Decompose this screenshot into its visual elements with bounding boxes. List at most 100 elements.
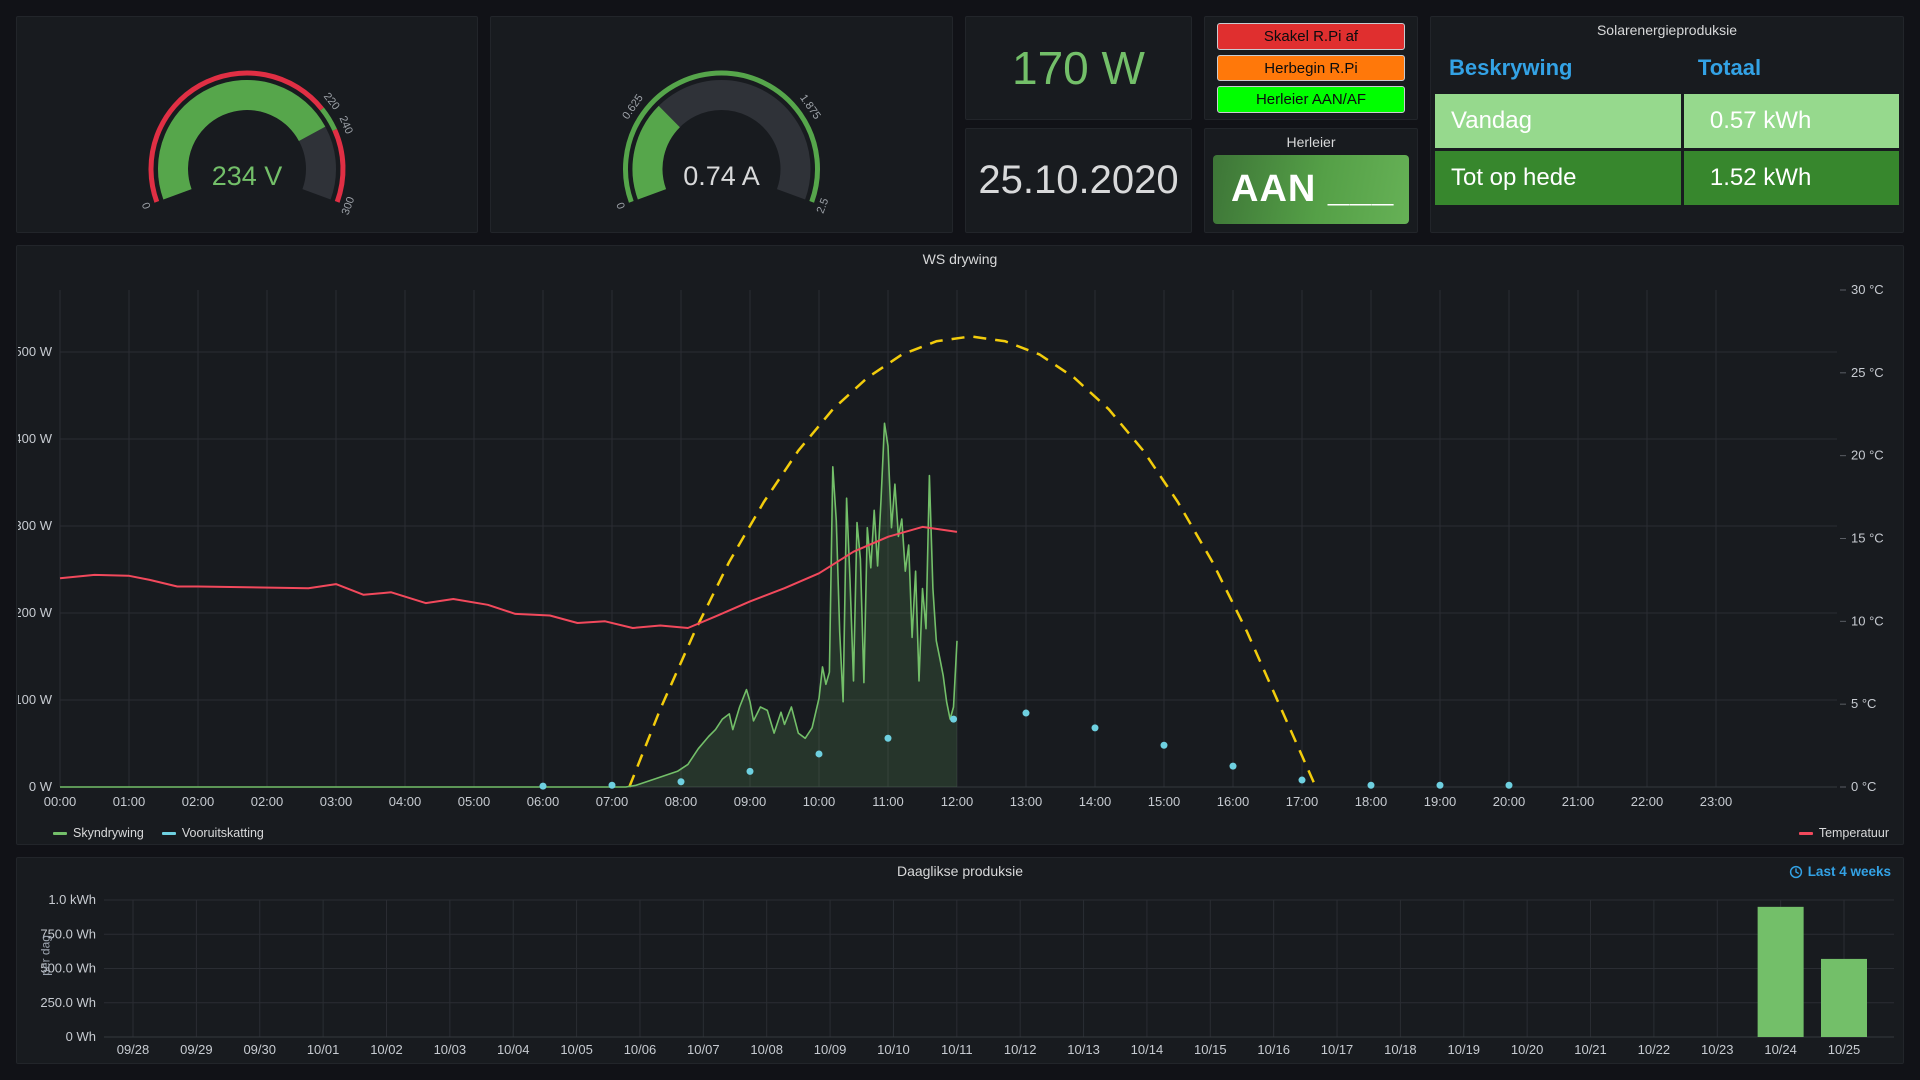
- svg-text:0.74 A: 0.74 A: [683, 161, 760, 191]
- rpi-button-2[interactable]: Herleier AAN/AF: [1217, 86, 1405, 114]
- series-vooruitskatting-point: [1367, 781, 1375, 789]
- series-skyndrywing-fill: [60, 423, 957, 787]
- svg-text:12:00: 12:00: [941, 794, 974, 809]
- svg-text:10/22: 10/22: [1638, 1042, 1671, 1057]
- svg-text:23:00: 23:00: [1700, 794, 1733, 809]
- svg-text:1.0 kWh: 1.0 kWh: [48, 892, 96, 907]
- svg-text:10/25: 10/25: [1828, 1042, 1861, 1057]
- svg-text:10/24: 10/24: [1764, 1042, 1797, 1057]
- svg-text:09/29: 09/29: [180, 1042, 213, 1057]
- series-temperatuur: [59, 525, 958, 629]
- svg-text:100 W: 100 W: [18, 692, 53, 707]
- svg-text:10/04: 10/04: [497, 1042, 530, 1057]
- svg-text:30 °C: 30 °C: [1851, 282, 1884, 297]
- ws-chart-title: WS drywing: [922, 251, 998, 267]
- svg-text:05:00: 05:00: [458, 794, 491, 809]
- svg-text:0: 0: [139, 201, 152, 211]
- voltage-gauge-panel: 0 220 240 300 234 V: [16, 16, 478, 233]
- svg-text:14:00: 14:00: [1079, 794, 1112, 809]
- legend-dash-vooruitskatting: [161, 831, 176, 835]
- svg-text:06:00: 06:00: [527, 794, 560, 809]
- svg-text:200 W: 200 W: [18, 605, 53, 620]
- svg-text:10/09: 10/09: [814, 1042, 847, 1057]
- herleier-panel-title: Herleier: [1286, 134, 1336, 150]
- svg-text:10 °C: 10 °C: [1851, 613, 1884, 628]
- svg-text:10/17: 10/17: [1321, 1042, 1354, 1057]
- herleier-status-value: AAN ___: [1231, 168, 1395, 210]
- svg-text:07:00: 07:00: [596, 794, 629, 809]
- legend-item-temperatuur[interactable]: Temperatuur: [1798, 826, 1889, 840]
- svg-text:10/08: 10/08: [750, 1042, 783, 1057]
- series-vooruitskatting-point: [1436, 781, 1444, 789]
- series-vooruitskatting-point: [746, 767, 754, 775]
- rpi-button-0[interactable]: Skakel R.Pi af: [1217, 23, 1405, 50]
- svg-text:10/16: 10/16: [1257, 1042, 1290, 1057]
- svg-text:03:00: 03:00: [320, 794, 353, 809]
- svg-text:10:00: 10:00: [803, 794, 836, 809]
- rpi-button-1[interactable]: Herbegin R.Pi: [1217, 54, 1405, 82]
- svg-text:234 V: 234 V: [212, 161, 283, 191]
- svg-text:10/05: 10/05: [560, 1042, 593, 1057]
- series-skyndrywing: [60, 422, 958, 788]
- svg-text:20:00: 20:00: [1493, 794, 1526, 809]
- svg-text:20 °C: 20 °C: [1851, 448, 1884, 463]
- svg-text:04:00: 04:00: [389, 794, 422, 809]
- series-vooruitskatting-point: [950, 715, 958, 723]
- table-cell-vandag-total: 0.57 kWh: [1683, 94, 1899, 148]
- legend-item-skyndrywing[interactable]: Skyndrywing: [53, 826, 144, 840]
- svg-text:5 °C: 5 °C: [1851, 696, 1876, 711]
- svg-text:10/13: 10/13: [1067, 1042, 1100, 1057]
- series-vooruitskatting-point: [815, 750, 823, 758]
- svg-text:10/21: 10/21: [1574, 1042, 1607, 1057]
- svg-text:25 °C: 25 °C: [1851, 365, 1884, 380]
- daily-production-chart: 09/28 09/29 09/30 10/01 10/02 10/03 10/04 10/05…: [40, 892, 1894, 1057]
- svg-text:02:00: 02:00: [251, 794, 284, 809]
- series-vooruitskatting-point: [1091, 724, 1099, 732]
- svg-text:11:00: 11:00: [872, 794, 904, 809]
- legend-dash-temperatuur: [1798, 831, 1813, 835]
- svg-text:01:00: 01:00: [113, 794, 146, 809]
- legend-item-vooruitskatting[interactable]: Vooruitskatting: [161, 826, 264, 840]
- svg-text:300: 300: [340, 195, 358, 216]
- svg-text:2.5: 2.5: [815, 197, 832, 215]
- series-forecast-curve: [628, 335, 1317, 788]
- svg-text:10/07: 10/07: [687, 1042, 720, 1057]
- table-header-beskrywing: Beskrywing: [1449, 55, 1573, 80]
- svg-text:0 °C: 0 °C: [1851, 779, 1876, 794]
- svg-text:09:00: 09:00: [734, 794, 767, 809]
- table-cell-totophede: Tot op hede: [1435, 151, 1681, 205]
- table-cell-vandag: Vandag: [1435, 94, 1681, 148]
- svg-text:10/14: 10/14: [1131, 1042, 1164, 1057]
- power-stat-panel: 170 W: [965, 16, 1192, 120]
- solar-table: Beskrywing Totaal Vandag 0.57 kWh Tot op…: [1435, 49, 1899, 205]
- series-vooruitskatting-point: [1298, 776, 1306, 784]
- svg-text:00:00: 00:00: [44, 794, 77, 809]
- power-stat-value: 170 W: [1012, 42, 1145, 94]
- svg-text:0 W: 0 W: [29, 779, 53, 794]
- voltage-gauge: 0 220 240 300 234 V: [17, 17, 477, 232]
- svg-text:0: 0: [613, 201, 626, 211]
- svg-text:750.0 Wh: 750.0 Wh: [40, 926, 96, 941]
- legend-dash-skyndrywing: [53, 831, 67, 835]
- svg-text:10/19: 10/19: [1448, 1042, 1481, 1057]
- rpi-button-column: Skakel R.Pi af Herbegin R.Pi Herleier AAN/…: [1205, 17, 1417, 119]
- svg-text:300 W: 300 W: [18, 518, 53, 533]
- herleier-panel: Herleier AAN ___: [1204, 128, 1418, 233]
- date-stat-panel: 25.10.2020: [965, 128, 1192, 233]
- ws-legend-left: Skyndrywing Vooruitskatting: [53, 826, 264, 840]
- svg-text:15:00: 15:00: [1148, 794, 1181, 809]
- series-vooruitskatting-point: [884, 734, 892, 742]
- daily-production-chart-panel: Daaglikse produksie Last 4 weeks per dag…: [16, 857, 1904, 1064]
- svg-text:10/12: 10/12: [1004, 1042, 1037, 1057]
- svg-text:22:00: 22:00: [1631, 794, 1664, 809]
- svg-text:16:00: 16:00: [1217, 794, 1250, 809]
- series-vooruitskatting-point: [539, 782, 547, 790]
- series-vooruitskatting-point: [1160, 741, 1168, 749]
- date-stat-value: 25.10.2020: [978, 158, 1179, 202]
- svg-text:09/28: 09/28: [117, 1042, 150, 1057]
- table-cell-totophede-total: 1.52 kWh: [1683, 151, 1899, 205]
- time-range-link[interactable]: Last 4 weeks: [1789, 864, 1891, 879]
- svg-text:240: 240: [336, 114, 354, 136]
- bar-10/24: [1757, 906, 1804, 1037]
- daily-y-axis-label: per dag: [38, 934, 53, 976]
